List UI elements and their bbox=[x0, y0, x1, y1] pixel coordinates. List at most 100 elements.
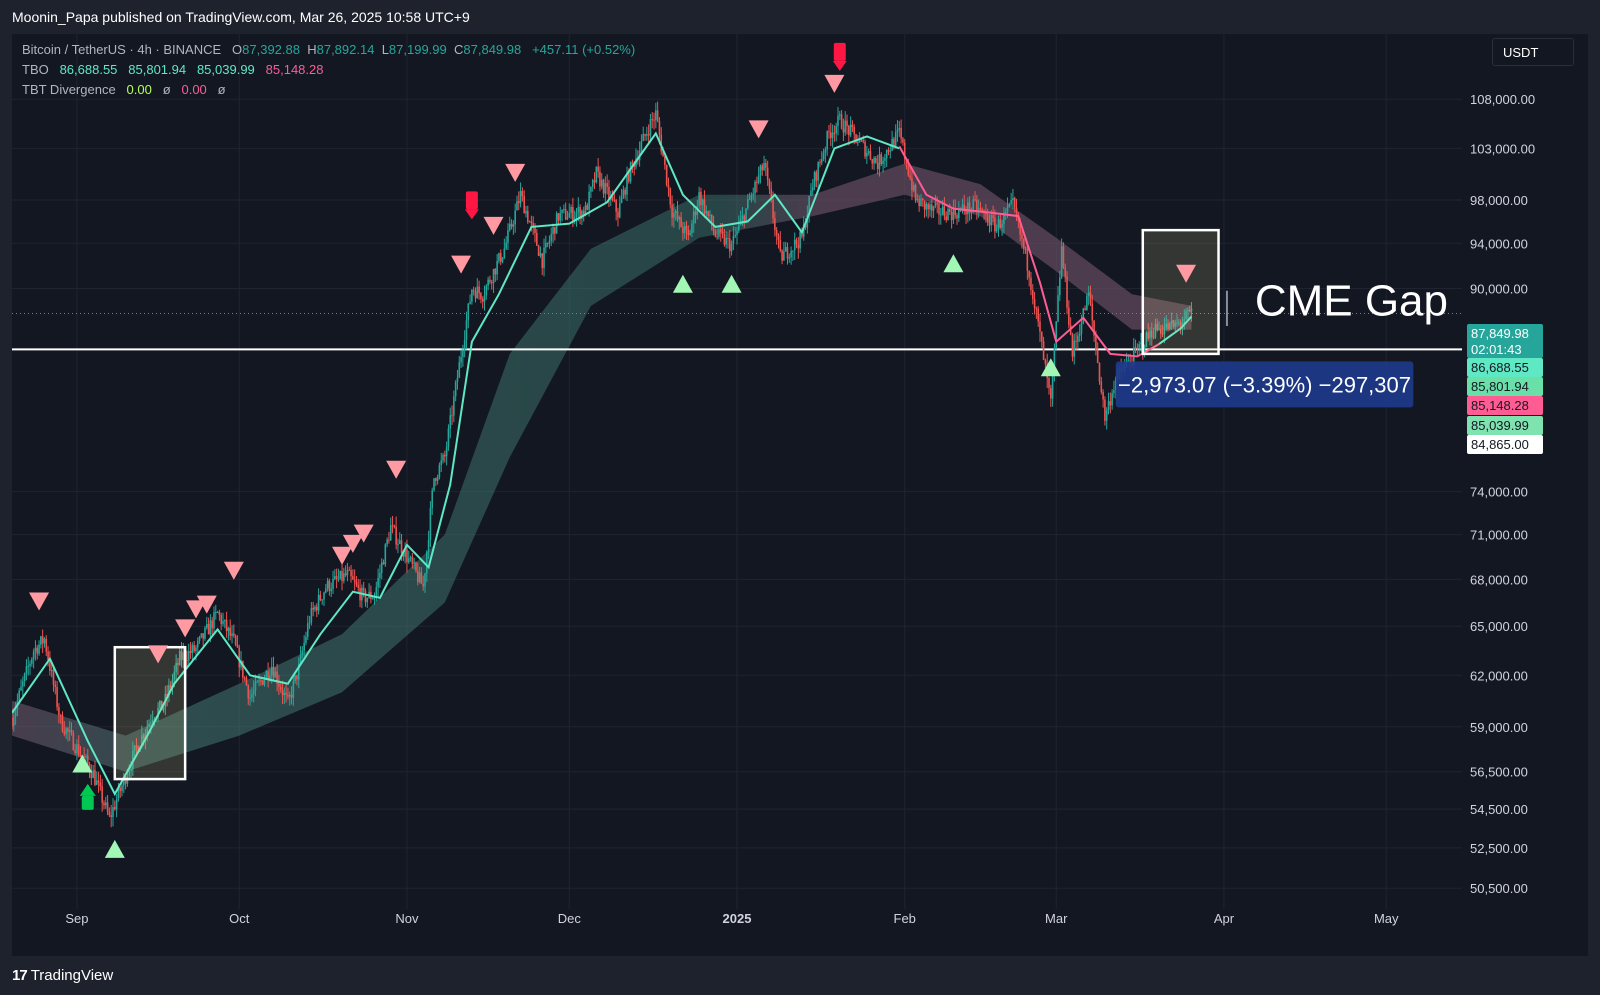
candle-body bbox=[260, 680, 262, 682]
candle-body bbox=[606, 183, 608, 187]
candle-body bbox=[797, 244, 800, 249]
candle-body bbox=[110, 815, 112, 817]
candle-body bbox=[701, 199, 704, 206]
candle-body bbox=[815, 172, 818, 181]
candle-body bbox=[903, 142, 906, 159]
candle-body bbox=[1140, 342, 1142, 345]
candle-body bbox=[709, 214, 711, 216]
candle-body bbox=[23, 673, 26, 682]
legend-symbol[interactable]: Bitcoin / TetherUS · 4h · BINANCE bbox=[22, 42, 222, 57]
candle-body bbox=[566, 217, 569, 220]
candle-body bbox=[481, 299, 484, 302]
candle-body bbox=[1127, 360, 1130, 362]
candle-body bbox=[889, 150, 892, 152]
candle-body bbox=[651, 119, 654, 121]
legend-tbt-value-2: ø bbox=[162, 82, 171, 97]
y-axis-tick-label: 54,500.00 bbox=[1470, 802, 1528, 817]
candle-body bbox=[103, 802, 105, 806]
legend-tbo-value-3: 85,039.99 bbox=[196, 62, 255, 77]
candle-body bbox=[1181, 322, 1184, 326]
candle-body bbox=[665, 164, 668, 185]
candle-body bbox=[512, 224, 515, 227]
candle-body bbox=[225, 619, 228, 632]
y-axis-tick-label: 52,500.00 bbox=[1470, 841, 1528, 856]
tradingview-logo[interactable]: 17 TradingView bbox=[12, 967, 113, 984]
candle-body bbox=[202, 633, 204, 639]
candle-body bbox=[252, 690, 255, 695]
price-tag-label: 85,148.28 bbox=[1471, 398, 1529, 413]
candle-body bbox=[994, 217, 996, 232]
candle-body bbox=[869, 151, 872, 160]
candle-body bbox=[728, 238, 731, 252]
candle-body bbox=[1021, 234, 1023, 239]
candle-body bbox=[867, 151, 870, 153]
legend-change: +457.11 (+0.52%) bbox=[532, 42, 636, 57]
candle-body bbox=[222, 621, 224, 624]
candle-body bbox=[182, 652, 185, 661]
price-tag-label: 85,039.99 bbox=[1471, 418, 1529, 433]
candle-body bbox=[233, 633, 235, 636]
candle-body bbox=[209, 620, 212, 635]
candle-body bbox=[288, 694, 291, 697]
candle-body bbox=[108, 811, 111, 816]
candle-body bbox=[79, 755, 82, 757]
legend-row-tbt: TBT Divergence 0.00 ø 0.00 ø bbox=[22, 80, 635, 100]
candle-body bbox=[193, 645, 195, 651]
candle-body bbox=[826, 131, 828, 150]
candle-body bbox=[47, 651, 49, 661]
candle-body bbox=[705, 210, 708, 214]
buy-marker bbox=[104, 839, 125, 858]
candle-body bbox=[65, 728, 67, 735]
candle-body bbox=[22, 681, 24, 687]
candle-body bbox=[936, 203, 938, 205]
candle-body bbox=[602, 179, 605, 194]
candle-body bbox=[442, 454, 444, 461]
candle-body bbox=[694, 211, 697, 216]
chart-area[interactable]: −2,973.07 (−3.39%) −297,307 CME Gap 108,00… bbox=[12, 34, 1588, 956]
candle-body bbox=[548, 240, 551, 244]
candle-body bbox=[330, 588, 333, 592]
price-tag bbox=[1467, 416, 1543, 435]
candle-body bbox=[523, 195, 525, 214]
candle-body bbox=[261, 680, 264, 685]
candle-body bbox=[265, 671, 268, 679]
legend-o-value: 87,392.88 bbox=[242, 42, 300, 57]
candle-body bbox=[32, 651, 35, 659]
candle-body bbox=[1013, 198, 1016, 208]
candle-body bbox=[104, 802, 107, 806]
candle-body bbox=[591, 180, 594, 187]
tbo-fast-line bbox=[12, 131, 900, 797]
legend-tbt-value-3: 0.00 bbox=[181, 82, 207, 97]
candle-body bbox=[941, 206, 944, 215]
candle-body bbox=[1066, 276, 1068, 308]
candle-body bbox=[949, 208, 951, 213]
currency-button[interactable]: USDT bbox=[1492, 38, 1574, 66]
candle-body bbox=[476, 286, 479, 299]
candle-body bbox=[1006, 206, 1009, 212]
legend-tbt-label[interactable]: TBT Divergence bbox=[22, 82, 116, 97]
candle-body bbox=[1057, 295, 1059, 322]
candle-body bbox=[918, 198, 920, 207]
candle-body bbox=[447, 428, 450, 448]
candle-body bbox=[1026, 249, 1029, 271]
price-chart[interactable]: −2,973.07 (−3.39%) −297,307 CME Gap 108,00… bbox=[12, 34, 1588, 956]
legend-row-symbol: Bitcoin / TetherUS · 4h · BINANCE O87,39… bbox=[22, 40, 635, 60]
candle-body bbox=[29, 663, 31, 667]
sell-marker bbox=[386, 460, 407, 479]
candle-body bbox=[907, 166, 910, 176]
price-tag bbox=[1467, 377, 1543, 396]
candle-body bbox=[573, 216, 576, 221]
candle-body bbox=[1187, 310, 1189, 312]
candle-body bbox=[227, 627, 230, 632]
candle-body bbox=[1158, 328, 1160, 331]
legend-tbo-label[interactable]: TBO bbox=[22, 62, 49, 77]
candle-body bbox=[1060, 246, 1063, 278]
candle-body bbox=[620, 197, 623, 204]
candle-body bbox=[1163, 327, 1166, 334]
candle-body bbox=[848, 126, 850, 136]
candle-body bbox=[572, 207, 574, 221]
candle-body bbox=[988, 222, 991, 226]
candle-body bbox=[1001, 224, 1003, 228]
candle-body bbox=[366, 597, 369, 603]
candle-body bbox=[1059, 277, 1061, 296]
